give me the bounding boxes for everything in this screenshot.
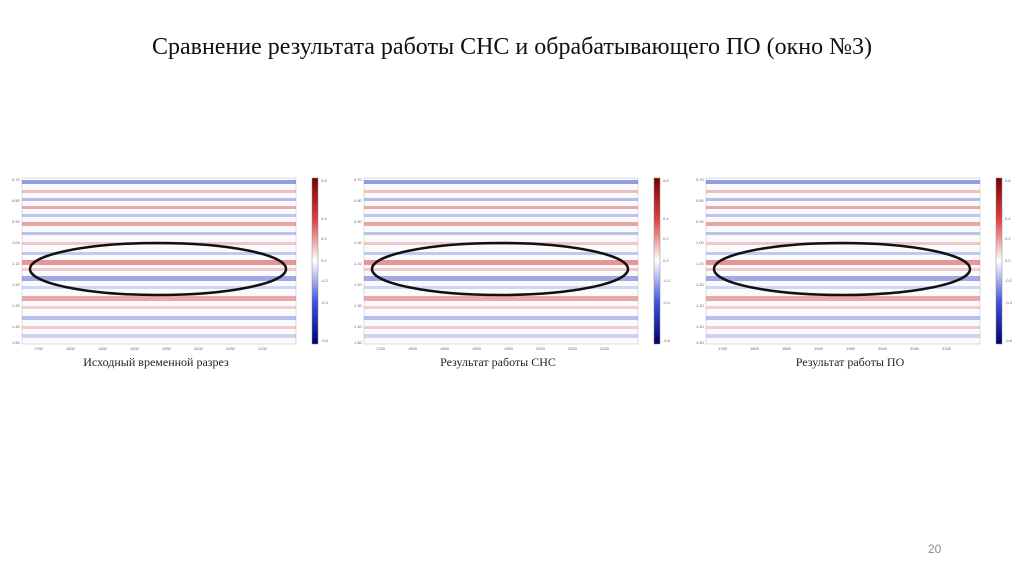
svg-text:1.40: 1.40 bbox=[12, 324, 21, 329]
slide-title: Сравнение результата работы СНС и обраба… bbox=[151, 34, 873, 60]
svg-text:2050: 2050 bbox=[226, 346, 236, 351]
svg-text:1750: 1750 bbox=[376, 346, 386, 351]
svg-text:1950: 1950 bbox=[846, 346, 856, 351]
colorbar-ticks: 0.6 0.4 0.2 0.0 -0.2 -0.4 -0.6 bbox=[321, 178, 329, 343]
svg-text:2000: 2000 bbox=[536, 346, 546, 351]
seismic-figure: 0.70 0.80 0.90 1.00 1.10 1.20 1.30 1.40 1.50 1… bbox=[696, 177, 1013, 351]
svg-text:0.2: 0.2 bbox=[321, 236, 327, 241]
seismic-panel-original: 0.70 0.80 0.90 1.00 1.10 1.20 1.30 1.40 1.50 1… bbox=[10, 172, 340, 352]
svg-text:-0.2: -0.2 bbox=[663, 278, 671, 283]
svg-text:-0.2: -0.2 bbox=[1005, 278, 1013, 283]
svg-text:0.80: 0.80 bbox=[354, 198, 363, 203]
svg-text:2100: 2100 bbox=[258, 346, 268, 351]
seismic-figure: 0.70 0.80 0.90 1.00 1.10 1.20 1.30 1.40 1.50 1… bbox=[354, 177, 671, 351]
svg-text:-0.6: -0.6 bbox=[1005, 338, 1013, 343]
svg-text:0.6: 0.6 bbox=[321, 178, 327, 183]
svg-text:1850: 1850 bbox=[782, 346, 792, 351]
svg-text:0.4: 0.4 bbox=[1005, 216, 1011, 221]
colorbar-ticks: 0.6 0.4 0.2 0.0 -0.2 -0.4 -0.6 bbox=[1005, 178, 1013, 343]
svg-text:1.50: 1.50 bbox=[696, 340, 705, 345]
highlight-ellipse bbox=[712, 241, 972, 297]
svg-text:1900: 1900 bbox=[472, 346, 482, 351]
svg-text:0.90: 0.90 bbox=[354, 219, 363, 224]
svg-text:1850: 1850 bbox=[98, 346, 108, 351]
svg-text:0.6: 0.6 bbox=[1005, 178, 1011, 183]
svg-text:0.80: 0.80 bbox=[696, 198, 705, 203]
svg-text:1.10: 1.10 bbox=[696, 261, 705, 266]
svg-text:0.2: 0.2 bbox=[1005, 236, 1011, 241]
colorbar bbox=[653, 177, 661, 345]
svg-text:-0.4: -0.4 bbox=[1005, 300, 1013, 305]
svg-text:0.70: 0.70 bbox=[12, 177, 21, 182]
caption-original: Исходный временной разрез bbox=[83, 355, 229, 369]
seismic-reflectors bbox=[22, 180, 296, 338]
svg-text:1950: 1950 bbox=[504, 346, 514, 351]
axis-ticks: 0.70 0.80 0.90 1.00 1.10 1.20 1.30 1.40 1.50 1… bbox=[354, 177, 610, 351]
svg-text:1.20: 1.20 bbox=[12, 282, 21, 287]
svg-text:1950: 1950 bbox=[162, 346, 172, 351]
svg-text:1.00: 1.00 bbox=[12, 240, 21, 245]
svg-text:1.10: 1.10 bbox=[12, 261, 21, 266]
highlight-ellipse bbox=[28, 241, 288, 297]
colorbar bbox=[311, 177, 319, 345]
svg-text:1.40: 1.40 bbox=[354, 324, 363, 329]
highlight-ellipse bbox=[370, 241, 630, 297]
svg-text:1.20: 1.20 bbox=[696, 282, 705, 287]
colorbar-ticks: 0.6 0.4 0.2 0.0 -0.2 -0.4 -0.6 bbox=[663, 178, 671, 343]
page-number: 20 bbox=[928, 542, 942, 556]
svg-text:1.50: 1.50 bbox=[12, 340, 21, 345]
svg-text:1.50: 1.50 bbox=[354, 340, 363, 345]
svg-text:2000: 2000 bbox=[878, 346, 888, 351]
svg-text:2100: 2100 bbox=[600, 346, 610, 351]
svg-text:1.20: 1.20 bbox=[354, 282, 363, 287]
svg-text:2100: 2100 bbox=[942, 346, 952, 351]
svg-text:0.0: 0.0 bbox=[321, 258, 327, 263]
svg-text:0.2: 0.2 bbox=[663, 236, 669, 241]
seismic-panel-software: 0.70 0.80 0.90 1.00 1.10 1.20 1.30 1.40 1.50 1… bbox=[694, 172, 1024, 352]
svg-text:-0.4: -0.4 bbox=[321, 300, 329, 305]
svg-text:0.0: 0.0 bbox=[1005, 258, 1011, 263]
axis-ticks: 0.70 0.80 0.90 1.00 1.10 1.20 1.30 1.40 1.50 1… bbox=[12, 177, 268, 351]
svg-text:1800: 1800 bbox=[408, 346, 418, 351]
svg-text:1850: 1850 bbox=[440, 346, 450, 351]
svg-text:1.40: 1.40 bbox=[696, 324, 705, 329]
svg-text:0.4: 0.4 bbox=[321, 216, 327, 221]
svg-text:-0.6: -0.6 bbox=[321, 338, 329, 343]
svg-text:0.70: 0.70 bbox=[354, 177, 363, 182]
svg-text:1.00: 1.00 bbox=[354, 240, 363, 245]
svg-text:2000: 2000 bbox=[194, 346, 204, 351]
svg-text:0.80: 0.80 bbox=[12, 198, 21, 203]
svg-text:0.70: 0.70 bbox=[696, 177, 705, 182]
svg-text:0.90: 0.90 bbox=[12, 219, 21, 224]
svg-text:0.90: 0.90 bbox=[696, 219, 705, 224]
svg-text:1.00: 1.00 bbox=[696, 240, 705, 245]
svg-text:1800: 1800 bbox=[66, 346, 76, 351]
svg-text:0.4: 0.4 bbox=[663, 216, 669, 221]
svg-text:1.30: 1.30 bbox=[12, 303, 21, 308]
svg-text:1900: 1900 bbox=[130, 346, 140, 351]
svg-text:1900: 1900 bbox=[814, 346, 824, 351]
svg-text:-0.4: -0.4 bbox=[663, 300, 671, 305]
svg-text:1.10: 1.10 bbox=[354, 261, 363, 266]
svg-text:1.30: 1.30 bbox=[696, 303, 705, 308]
svg-text:1.30: 1.30 bbox=[354, 303, 363, 308]
caption-software: Результат работы ПО bbox=[795, 355, 905, 369]
svg-text:-0.2: -0.2 bbox=[321, 278, 329, 283]
svg-text:-0.6: -0.6 bbox=[663, 338, 671, 343]
colorbar bbox=[995, 177, 1003, 345]
seismic-reflectors bbox=[706, 180, 980, 338]
svg-text:0.0: 0.0 bbox=[663, 258, 669, 263]
caption-cnn: Результат работы СНС bbox=[440, 355, 556, 369]
seismic-figure: 0.70 0.80 0.90 1.00 1.10 1.20 1.30 1.40 1.50 1… bbox=[12, 177, 329, 351]
seismic-panel-cnn: 0.70 0.80 0.90 1.00 1.10 1.20 1.30 1.40 1.50 1… bbox=[352, 172, 682, 352]
axis-ticks: 0.70 0.80 0.90 1.00 1.10 1.20 1.30 1.40 1.50 1… bbox=[696, 177, 952, 351]
svg-text:2050: 2050 bbox=[568, 346, 578, 351]
svg-text:1800: 1800 bbox=[750, 346, 760, 351]
svg-text:2050: 2050 bbox=[910, 346, 920, 351]
svg-text:1750: 1750 bbox=[718, 346, 728, 351]
svg-text:0.6: 0.6 bbox=[663, 178, 669, 183]
svg-text:1750: 1750 bbox=[34, 346, 44, 351]
